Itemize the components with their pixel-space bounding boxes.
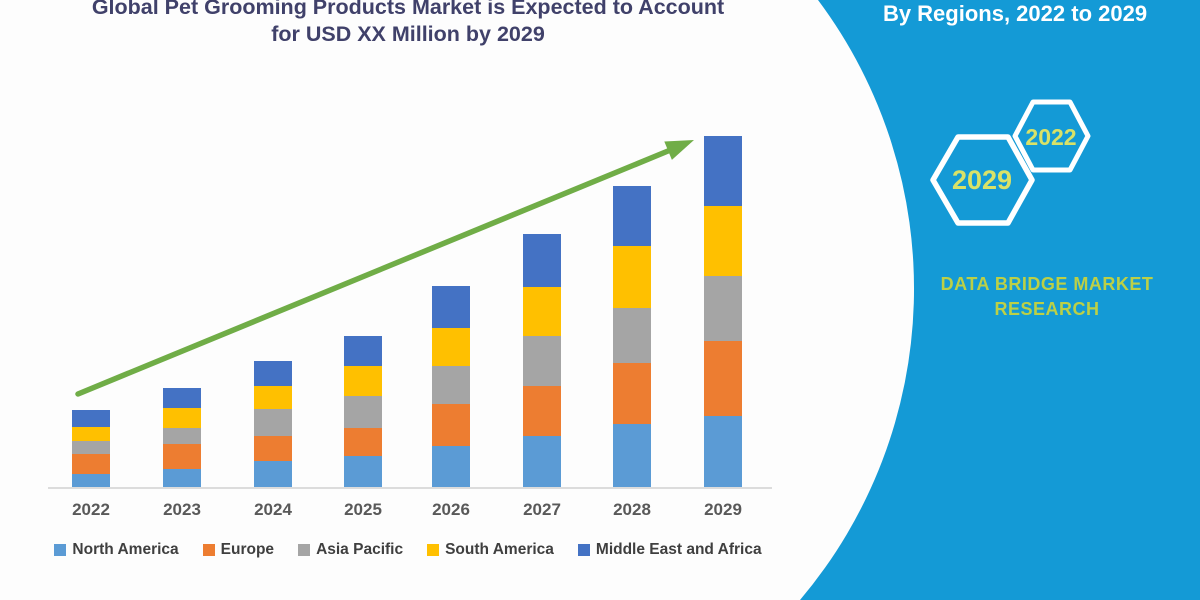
bar-segment-2027-asia-pacific (523, 336, 561, 386)
legend-item: Europe (202, 541, 275, 559)
chart-title-line2: for USD XX Million by 2029 (271, 22, 545, 46)
bar-segment-2028-south-america (613, 246, 651, 308)
bar-segment-2026-middle-east-and-africa (432, 286, 470, 328)
bar-segment-2029-south-america (704, 206, 742, 276)
x-axis-line (48, 487, 772, 489)
bar-segment-2029-asia-pacific (704, 276, 742, 341)
bar-segment-2028-north-america (613, 424, 651, 487)
bar-segment-2023-asia-pacific (163, 428, 201, 444)
bar-segment-2022-europe (72, 454, 110, 474)
x-axis-label-2023: 2023 (163, 500, 201, 519)
legend-swatch-icon (202, 544, 215, 556)
bar-segment-2026-south-america (432, 328, 470, 366)
hexagon-year-2022: 2022 (1025, 124, 1077, 150)
bar-segment-2022-asia-pacific (72, 441, 110, 454)
chart-title: Global Pet Grooming Products Market is E… (0, 0, 816, 48)
chart-title-line1: Global Pet Grooming Products Market is E… (91, 0, 725, 19)
x-axis-label-2025: 2025 (344, 500, 382, 519)
bar-segment-2027-middle-east-and-africa (523, 234, 561, 287)
legend-swatch-icon (577, 544, 590, 556)
legend-item: North America (54, 541, 179, 559)
x-axis-label-2026: 2026 (432, 500, 470, 519)
bar-segment-2024-asia-pacific (254, 409, 292, 436)
bar-segment-2026-europe (432, 404, 470, 446)
bar-segment-2024-middle-east-and-africa (254, 361, 292, 386)
bar-segment-2024-south-america (254, 386, 292, 409)
bar-plot-area: 2022 2023 2024 2025 2026 2027 2028 2029 (72, 136, 742, 519)
bar-segment-2023-europe (163, 444, 201, 469)
bar-segment-2025-middle-east-and-africa (344, 336, 382, 366)
legend-label: Europe (220, 541, 275, 558)
brand-line1: DATA BRIDGE MARKET (940, 274, 1154, 294)
legend-swatch-icon (54, 544, 67, 556)
bar-segment-2028-asia-pacific (613, 308, 651, 363)
bar-segment-2025-north-america (344, 456, 382, 487)
bar-segment-2028-middle-east-and-africa (613, 186, 651, 246)
legend-label: South America (445, 541, 554, 558)
bar-segment-2022-south-america (72, 427, 110, 441)
legend-item: Middle East and Africa (577, 541, 762, 559)
bar-segment-2023-south-america (163, 408, 201, 428)
panel-heading: By Regions, 2022 to 2029 (882, 1, 1148, 26)
bar-segment-2029-north-america (704, 416, 742, 487)
bar-segment-2025-europe (344, 428, 382, 456)
bar-segment-2029-europe (704, 341, 742, 416)
x-axis-label-2024: 2024 (254, 500, 292, 519)
hexagon-year-2029: 2029 (951, 165, 1013, 195)
bar-segment-2027-europe (523, 386, 561, 436)
legend-swatch-icon (427, 544, 440, 556)
bar-segment-2026-asia-pacific (432, 366, 470, 404)
legend-swatch-icon (298, 544, 311, 556)
bar-segment-2024-europe (254, 436, 292, 461)
legend-item: South America (427, 541, 554, 559)
bar-segment-2025-asia-pacific (344, 396, 382, 428)
x-axis-label-2027: 2027 (523, 500, 561, 519)
bar-segment-2022-north-america (72, 474, 110, 487)
x-axis-label-2028: 2028 (613, 500, 651, 519)
bar-segment-2029-middle-east-and-africa (704, 136, 742, 206)
bar-segment-2026-north-america (432, 446, 470, 487)
x-axis-label-2029: 2029 (704, 500, 742, 519)
brand-line2: RESEARCH (994, 299, 1100, 319)
legend-label: Middle East and Africa (595, 541, 762, 558)
bar-segment-2023-north-america (163, 469, 201, 487)
bar-segment-2023-middle-east-and-africa (163, 388, 201, 408)
bar-segment-2027-north-america (523, 436, 561, 487)
brand-name: DATA BRIDGE MARKET RESEARCH (927, 272, 1167, 322)
legend-item: Asia Pacific (298, 541, 403, 559)
bar-segment-2028-europe (613, 363, 651, 424)
legend: North America Europe Asia Pacific South Ame… (0, 541, 816, 559)
legend-label: Asia Pacific (316, 541, 404, 558)
bar-segment-2025-south-america (344, 366, 382, 396)
x-axis-label-2022: 2022 (72, 500, 110, 519)
legend-label: North America (72, 541, 179, 558)
bar-segment-2024-north-america (254, 461, 292, 487)
bar-segment-2027-south-america (523, 287, 561, 336)
bar-segment-2022-middle-east-and-africa (72, 410, 110, 427)
